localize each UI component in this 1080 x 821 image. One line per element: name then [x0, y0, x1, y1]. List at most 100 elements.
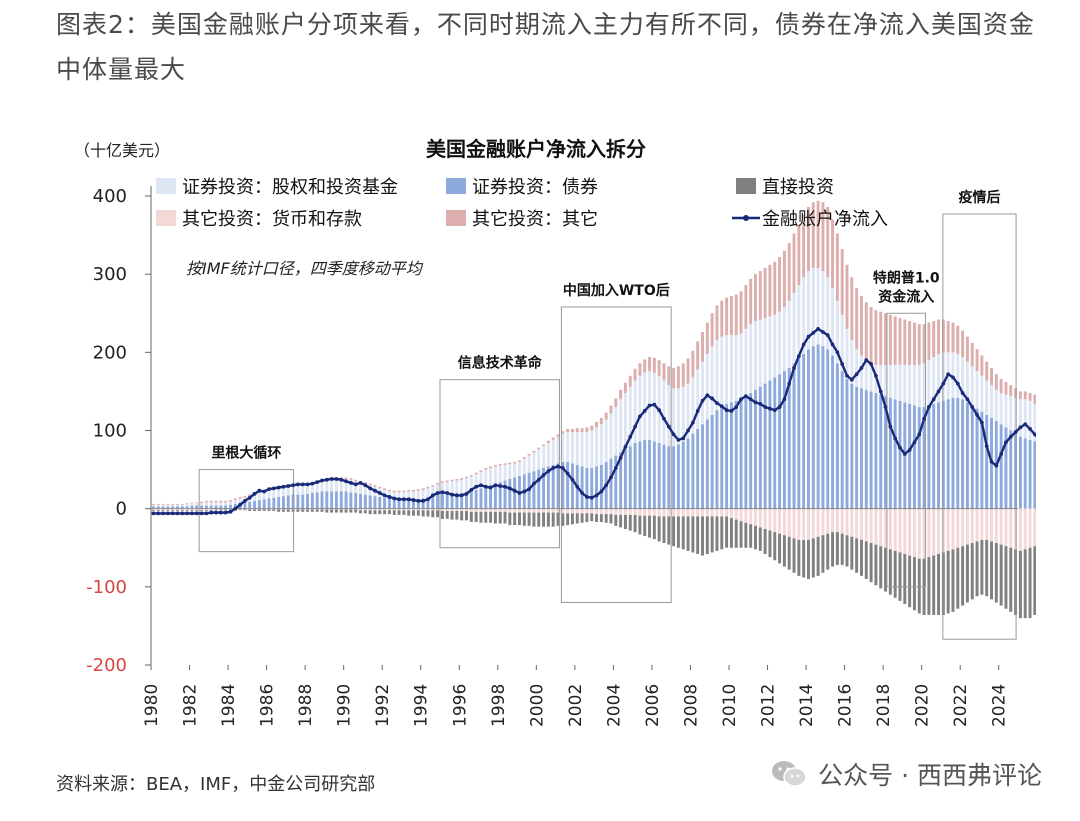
line-point	[276, 485, 281, 490]
bar-deposit	[662, 508, 666, 517]
line-point	[772, 408, 777, 413]
annotation-label: 特朗普1.0	[873, 269, 940, 286]
bar-other	[937, 319, 941, 354]
bar-equity	[1009, 396, 1013, 431]
bar-other	[238, 496, 242, 499]
line-point	[613, 466, 618, 470]
bar-bond	[368, 495, 372, 509]
bar-fdi	[513, 512, 517, 526]
bar-fdi	[166, 510, 170, 512]
x-tick-label: 2024	[990, 684, 1010, 727]
bar-deposit	[686, 508, 690, 517]
bar-deposit	[450, 508, 454, 512]
line-point	[151, 511, 156, 516]
annotation-label: 信息技术革命	[458, 355, 543, 372]
bar-other	[1028, 392, 1032, 401]
bar-deposit	[359, 508, 363, 511]
y-tick-label: 200	[93, 342, 127, 363]
line-point	[1018, 425, 1023, 430]
bar-equity	[493, 466, 497, 484]
bar-deposit	[888, 508, 892, 550]
bar-other	[537, 447, 541, 450]
bar-equity	[575, 432, 579, 465]
line-point	[488, 485, 493, 490]
bar-deposit	[402, 508, 406, 511]
bar-deposit	[831, 508, 835, 533]
bar-deposit	[156, 508, 160, 511]
bar-other	[816, 200, 820, 268]
bar-bond	[869, 391, 873, 509]
bar-deposit	[151, 508, 155, 511]
line-point	[426, 497, 430, 502]
x-tick-label: 1994	[412, 684, 432, 727]
legend-label: 其它投资：货币和存款	[182, 209, 362, 230]
bar-bond	[498, 482, 502, 509]
bar-deposit	[200, 508, 204, 511]
bar-bond	[676, 444, 680, 509]
bar-other	[344, 477, 348, 479]
line-point	[469, 488, 474, 492]
bar-equity	[754, 321, 757, 390]
bar-fdi	[831, 532, 835, 567]
bar-fdi	[368, 510, 372, 515]
bar-other	[782, 250, 786, 307]
bar-bond	[479, 488, 483, 509]
bar-fdi	[517, 512, 521, 526]
line-point	[546, 469, 551, 474]
bar-fdi	[672, 516, 676, 547]
bar-other	[758, 271, 762, 320]
bar-equity	[469, 476, 473, 492]
bar-equity	[306, 484, 310, 494]
bar-fdi	[965, 544, 969, 603]
bar-other	[686, 358, 690, 384]
bar-deposit	[474, 508, 478, 512]
bar-deposit	[633, 508, 637, 515]
bar-bond	[330, 491, 334, 509]
line-point	[483, 484, 488, 489]
bar-bond	[570, 463, 574, 509]
bar-bond	[912, 405, 916, 509]
bar-other	[517, 460, 521, 462]
annotation-box	[942, 213, 1017, 640]
line-point	[734, 405, 739, 409]
bar-bond	[421, 498, 425, 509]
bar-other	[869, 306, 873, 364]
bar-other	[219, 500, 223, 503]
x-tick-label: 1984	[219, 684, 239, 727]
bar-bond	[195, 505, 199, 509]
line-point	[715, 401, 719, 406]
bar-equity	[176, 504, 179, 507]
bar-bond	[932, 403, 936, 509]
line-point	[214, 510, 218, 515]
line-point	[464, 491, 469, 496]
bar-deposit	[999, 508, 1003, 545]
bar-deposit	[705, 508, 709, 517]
bar-bond	[363, 494, 367, 509]
bar-deposit	[373, 508, 377, 511]
line-point	[628, 434, 633, 439]
bar-other	[773, 261, 777, 315]
bar-other	[455, 478, 459, 481]
figure-title: 图表2：美国金融账户分项来看，不同时期流入主力有所不同，债券在净流入美国资金中体…	[56, 10, 1035, 84]
bar-fdi	[705, 516, 709, 555]
bar-fdi	[320, 509, 324, 512]
bar-fdi	[281, 509, 285, 512]
bar-deposit	[469, 508, 473, 512]
source-note: 资料来源：BEA，IMF，中金公司研究部	[56, 774, 376, 795]
x-tick-label: 1998	[489, 684, 509, 727]
bar-bond	[431, 496, 435, 509]
bar-other	[879, 311, 883, 365]
bar-fdi	[821, 535, 825, 573]
bar-deposit	[546, 508, 550, 513]
bar-equity	[392, 492, 396, 500]
bar-bond	[835, 363, 839, 509]
bar-bond	[874, 392, 878, 509]
bar-fdi	[257, 509, 261, 512]
bar-other	[845, 264, 849, 329]
bar-deposit	[691, 508, 695, 517]
bar-deposit	[561, 508, 565, 514]
watermark: 公众号 · 西西弗评论	[770, 756, 1042, 792]
bar-deposit	[912, 508, 916, 558]
bar-fdi	[643, 515, 647, 537]
bar-other	[180, 503, 184, 505]
